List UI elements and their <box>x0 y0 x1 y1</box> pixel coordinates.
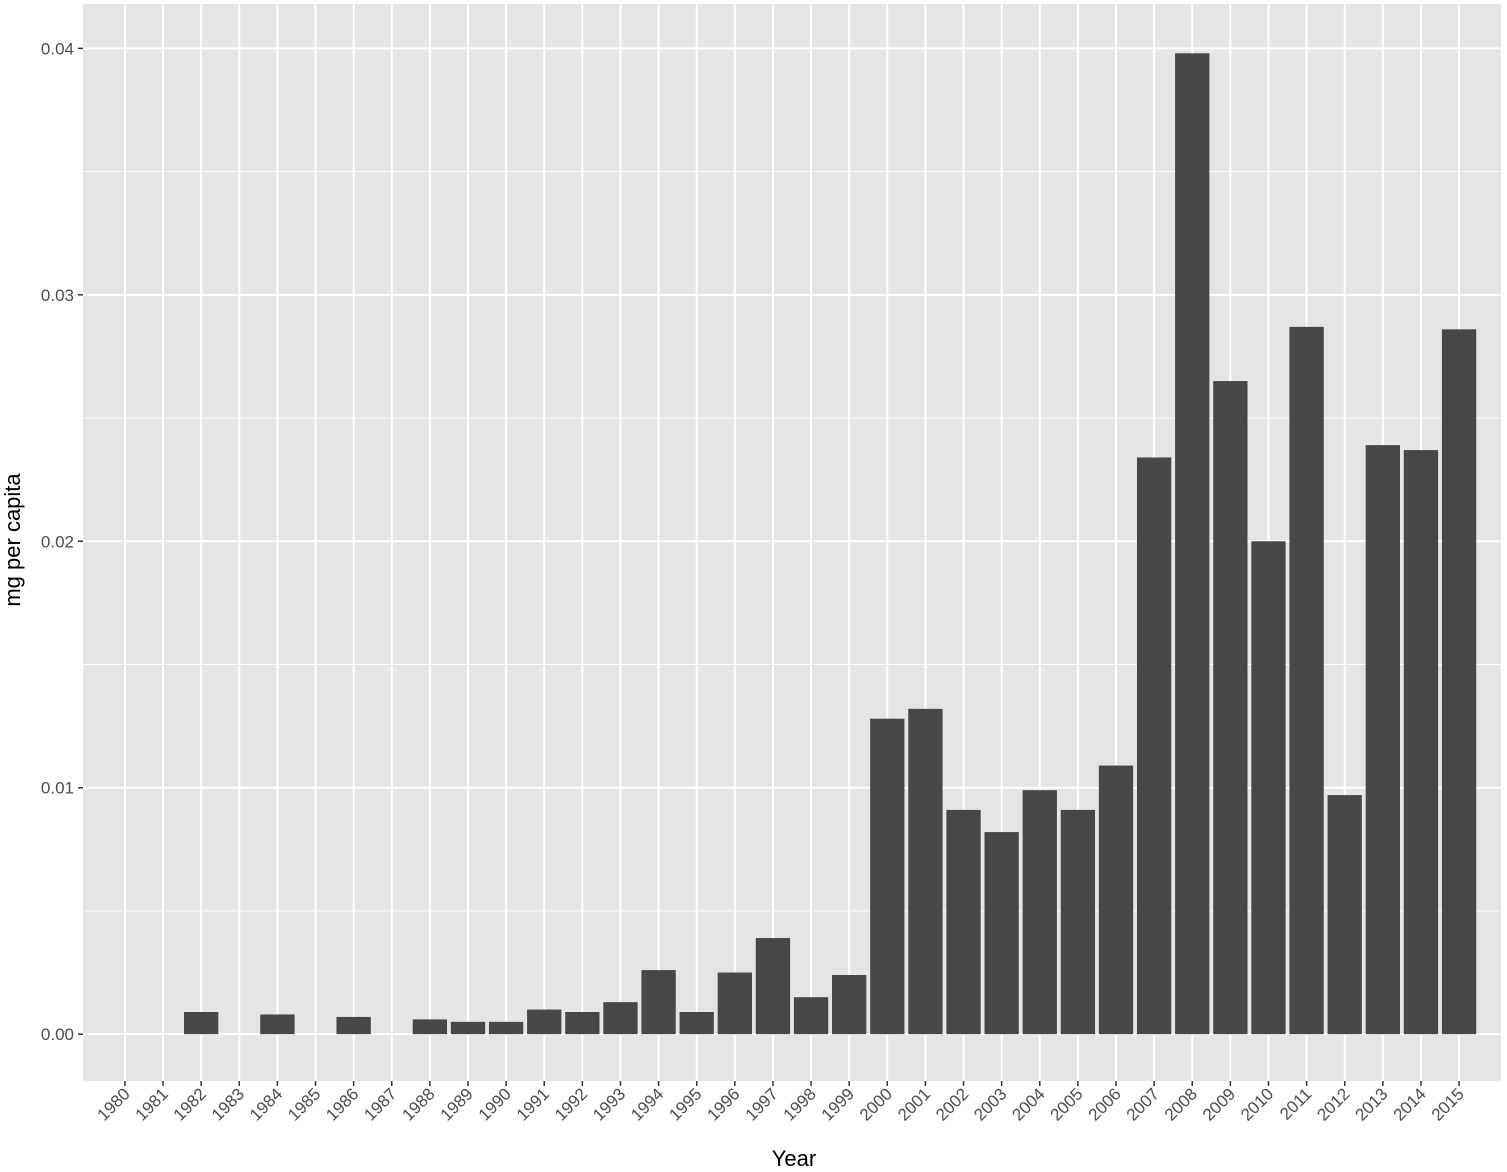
bar-2001 <box>908 708 943 1035</box>
x-tick-label: 1992 <box>551 1084 591 1124</box>
x-axis-title: Year <box>772 1146 816 1171</box>
bar-2002 <box>946 809 981 1035</box>
x-tick-label: 2015 <box>1428 1084 1468 1124</box>
x-tick-label: 2009 <box>1199 1084 1239 1124</box>
x-tick-label: 1987 <box>360 1084 400 1124</box>
bar-1984 <box>260 1014 295 1035</box>
x-tick-label: 1994 <box>627 1084 667 1124</box>
x-tick-label: 2010 <box>1237 1084 1277 1124</box>
x-tick-label: 1999 <box>818 1084 858 1124</box>
x-axis: 1980198119821983198419851986198719881989… <box>94 1081 1468 1125</box>
bar-1995 <box>679 1011 714 1035</box>
x-tick-label: 2006 <box>1085 1084 1125 1124</box>
x-tick-label: 2011 <box>1276 1084 1315 1123</box>
bar-1996 <box>717 972 752 1035</box>
bar-1992 <box>565 1011 600 1035</box>
x-tick-label: 1981 <box>132 1084 172 1124</box>
x-tick-label: 1998 <box>780 1084 820 1124</box>
bars <box>184 53 1477 1035</box>
x-tick-label: 1993 <box>589 1084 629 1124</box>
bar-1982 <box>184 1011 219 1035</box>
bar-1994 <box>641 970 676 1035</box>
x-tick-label: 2002 <box>932 1084 972 1124</box>
x-tick-label: 1980 <box>94 1084 134 1124</box>
y-tick-label: 0.00 <box>41 1025 74 1044</box>
x-tick-label: 1997 <box>742 1084 782 1124</box>
bar-1989 <box>450 1021 486 1035</box>
y-axis: 0.00 0.01 0.02 0.03 0.04 <box>41 39 83 1044</box>
y-tick-label: 0.04 <box>41 39 74 58</box>
bar-2004 <box>1022 790 1057 1035</box>
x-tick-label: 2005 <box>1047 1084 1087 1124</box>
x-tick-label: 1990 <box>475 1084 515 1124</box>
x-tick-label: 1985 <box>284 1084 324 1124</box>
x-tick-label: 1984 <box>246 1084 286 1124</box>
y-tick-label: 0.02 <box>41 532 74 551</box>
x-tick-label: 2008 <box>1161 1084 1201 1124</box>
x-tick-label: 2000 <box>856 1084 896 1124</box>
bar-2015 <box>1441 329 1477 1035</box>
x-tick-label: 1989 <box>437 1084 477 1124</box>
bar-1991 <box>527 1009 562 1035</box>
bar-1993 <box>603 1002 638 1035</box>
x-tick-label: 1986 <box>322 1084 362 1124</box>
x-tick-label: 2014 <box>1390 1084 1430 1124</box>
x-tick-label: 2007 <box>1123 1084 1163 1124</box>
bar-1988 <box>412 1019 448 1035</box>
x-tick-label: 1982 <box>170 1084 210 1124</box>
bar-2005 <box>1060 809 1096 1035</box>
bar-2011 <box>1289 326 1324 1035</box>
bar-2000 <box>870 718 905 1035</box>
bar-2008 <box>1175 53 1210 1035</box>
y-axis-title: mg per capita <box>0 473 25 607</box>
x-tick-label: 2003 <box>970 1084 1010 1124</box>
x-tick-label: 2004 <box>1008 1084 1048 1124</box>
bar-2009 <box>1213 381 1248 1035</box>
plot-panel <box>83 4 1501 1081</box>
bar-2014 <box>1403 450 1439 1035</box>
bar-1997 <box>755 938 791 1035</box>
x-tick-label: 1988 <box>399 1084 439 1124</box>
x-tick-label: 1996 <box>703 1084 743 1124</box>
bar-2012 <box>1327 795 1362 1035</box>
bar-1999 <box>832 975 867 1035</box>
x-tick-label: 1991 <box>513 1084 553 1124</box>
bar-2003 <box>984 832 1019 1035</box>
bar-1998 <box>793 997 829 1035</box>
bar-2010 <box>1251 541 1286 1035</box>
x-tick-label: 2001 <box>894 1084 934 1124</box>
bar-1990 <box>488 1021 524 1035</box>
x-tick-label: 1983 <box>208 1084 248 1124</box>
bar-2013 <box>1365 445 1400 1035</box>
x-tick-label: 2013 <box>1351 1084 1391 1124</box>
y-tick-label: 0.03 <box>41 286 74 305</box>
bar-1986 <box>336 1016 371 1035</box>
y-tick-label: 0.01 <box>41 779 74 798</box>
bar-2006 <box>1098 765 1134 1035</box>
bar-2007 <box>1136 457 1172 1035</box>
x-tick-label: 1995 <box>665 1084 705 1124</box>
x-tick-label: 2012 <box>1313 1084 1353 1124</box>
